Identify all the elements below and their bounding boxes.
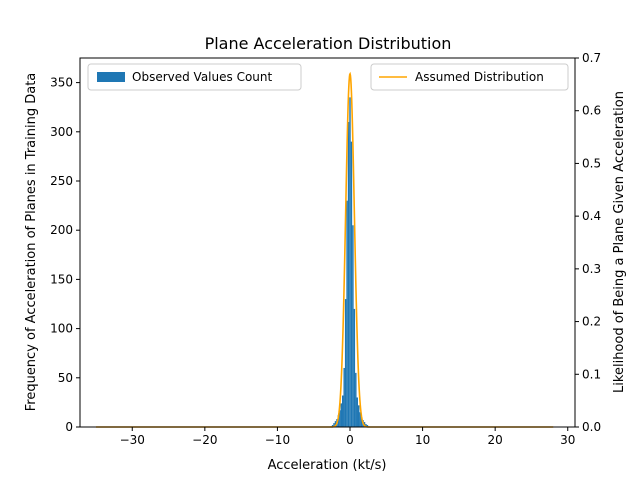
histogram-bar: [346, 200, 348, 427]
histogram-bar: [347, 121, 350, 428]
right-y-tick-label: 0.1: [582, 367, 601, 381]
histogram-bar: [340, 403, 343, 427]
x-tick-label: 30: [560, 433, 575, 447]
legend-curve-box: [370, 63, 569, 91]
histogram-bar: [334, 421, 337, 427]
x-tick-label: −10: [265, 433, 290, 447]
left-y-tick-label: 350: [50, 76, 73, 90]
histogram-bar: [357, 405, 360, 427]
right-y-tick-label: 0.5: [582, 156, 601, 170]
histogram-bar: [343, 367, 345, 427]
histogram-bar: [366, 425, 369, 427]
histogram-bar: [356, 397, 358, 427]
left-y-axis-label: Frequency of Acceleration of Planes in T…: [24, 73, 39, 412]
left-y-tick-label: 300: [50, 125, 73, 139]
histogram-bar: [349, 97, 351, 428]
x-tick-label: 10: [415, 433, 430, 447]
left-y-tick-label: 150: [50, 272, 73, 286]
histogram-bar: [365, 424, 367, 427]
plot-background: [80, 58, 575, 427]
left-y-tick-label: 200: [50, 223, 73, 237]
right-y-tick-label: 0.0: [582, 420, 601, 434]
left-y-tick-label: 100: [50, 322, 73, 336]
x-tick-label: 20: [488, 433, 503, 447]
x-axis-label: Acceleration (kt/s): [268, 458, 387, 473]
legend-histogram-box: [87, 63, 302, 91]
legend-curve-label: Assumed Distribution: [415, 70, 544, 84]
right-y-tick-label: 0.7: [582, 51, 601, 65]
right-y-tick-label: 0.2: [582, 315, 601, 329]
legend-histogram: Observed Values Count: [87, 63, 302, 91]
histogram-bar: [342, 395, 344, 427]
left-y-tick-label: 50: [58, 371, 73, 385]
histogram-bar: [355, 372, 357, 427]
x-tick-label: 0: [346, 433, 354, 447]
right-y-axis-label: Likelihood of Being a Plane Given Accele…: [612, 91, 627, 393]
histogram-bar: [331, 425, 334, 427]
legend-histogram-swatch: [97, 72, 125, 82]
right-y-tick-label: 0.3: [582, 262, 601, 276]
left-y-tick-label: 0: [65, 420, 73, 434]
right-y-tick-label: 0.6: [582, 104, 601, 118]
histogram-bar: [333, 423, 335, 427]
left-y-tick-label: 250: [50, 174, 73, 188]
legend-curve: Assumed Distribution: [370, 63, 569, 91]
plot-area: −30 −20 −10 0 10 20 300501001502002503003500.0…: [50, 51, 601, 447]
right-y-tick-label: 0.4: [582, 209, 601, 223]
histogram-bar: [339, 410, 341, 427]
x-tick-label: −20: [192, 433, 217, 447]
histogram-bar: [353, 308, 356, 427]
histogram-bar: [352, 225, 354, 427]
histogram-bar: [350, 141, 353, 427]
x-tick-label: −30: [120, 433, 145, 447]
axes-frame: [79, 57, 576, 428]
histogram-bar: [360, 417, 363, 427]
histogram-bar: [359, 412, 361, 427]
chart-title: Plane Acceleration Distribution: [205, 34, 452, 53]
legend-histogram-label: Observed Values Count: [132, 70, 272, 84]
histogram-bar: [344, 299, 347, 427]
histogram-bar: [337, 415, 340, 427]
